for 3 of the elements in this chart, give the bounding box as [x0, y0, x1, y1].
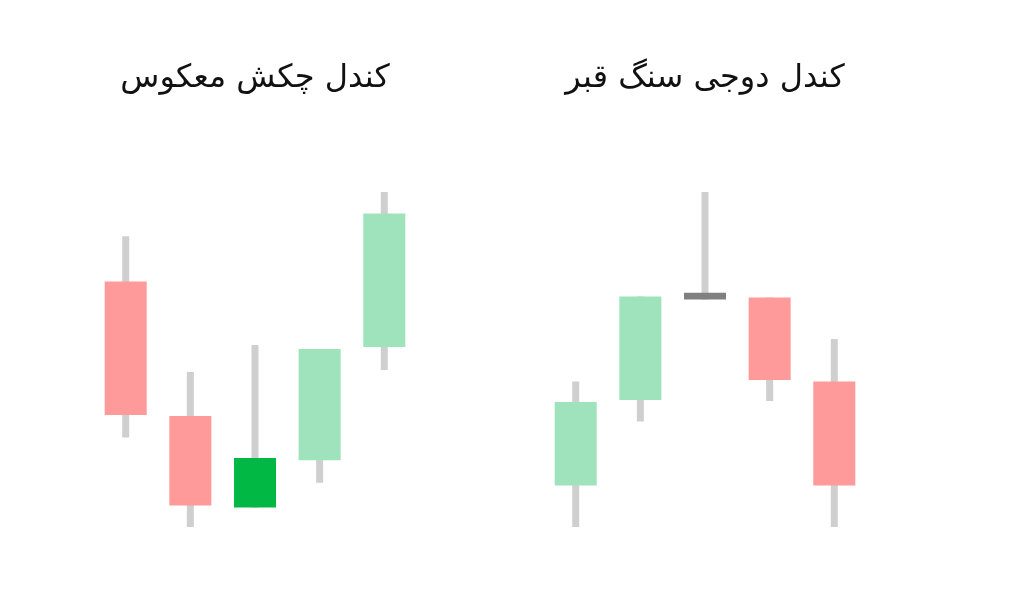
chart-title: کندل دوجی سنگ قبر	[563, 56, 846, 95]
candlestick	[683, 192, 727, 300]
chart-title: کندل چکش معکوس	[120, 56, 391, 95]
